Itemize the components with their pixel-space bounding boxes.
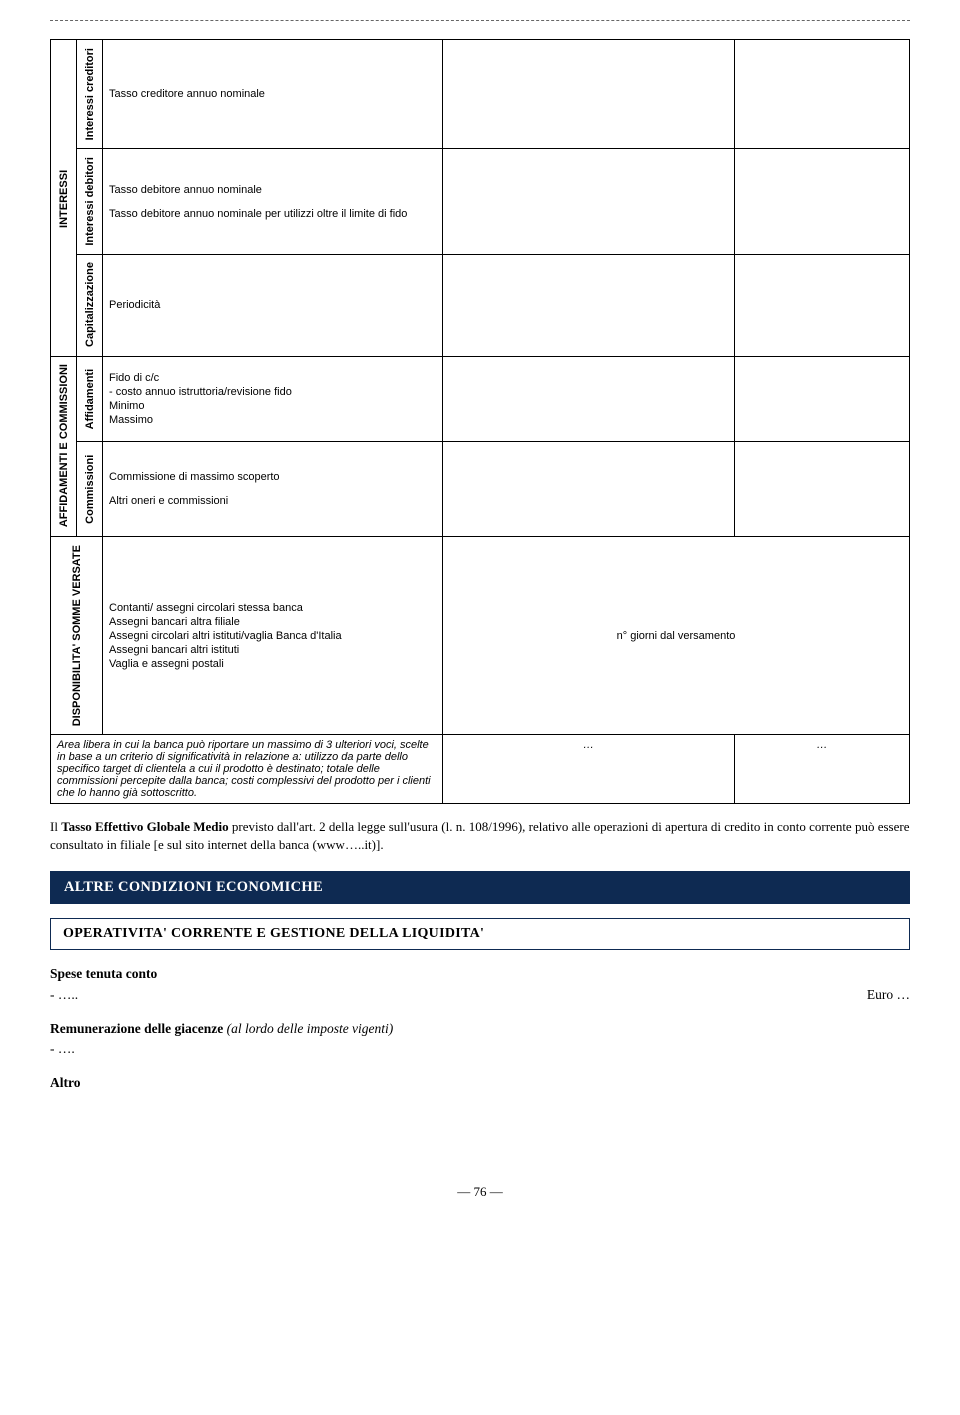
subsection-operativita: OPERATIVITA' CORRENTE E GESTIONE DELLA L… [50,918,910,950]
sub-label-commissioni: Commissioni [77,442,103,537]
tegm-paragraph: Il Tasso Effettivo Globale Medio previst… [50,818,910,853]
remunerazione-block: Remunerazione delle giacenze (al lordo d… [50,1019,910,1060]
desc-line: Commissione di massimo scoperto [109,470,436,484]
sub-label-capitalizzazione: Capitalizzazione [77,254,103,356]
desc-line: Contanti/ assegni circolari stessa banca [109,601,436,615]
spese-row: Spese tenuta conto - ….. Euro … [50,964,910,1005]
cell-empty [735,149,910,255]
cell-value: n° giorni dal versamento [443,537,910,735]
cell-empty [443,40,735,149]
desc-line: Vaglia e assegni postali [109,657,436,671]
desc-line: Periodicità [109,298,436,312]
page-top-divider [50,20,910,21]
remun-line: - …. [50,1039,910,1059]
cell-empty [735,40,910,149]
side-label-affidamenti: AFFIDAMENTI E COMMISSIONI [51,356,77,536]
tegm-prefix: Il [50,819,61,834]
table-row: AFFIDAMENTI E COMMISSIONI Affidamenti Fi… [51,356,910,441]
altro-title: Altro [50,1073,910,1093]
free-area-text: Area libera in cui la banca può riportar… [51,735,443,804]
cell-desc: Contanti/ assegni circolari stessa banca… [103,537,443,735]
remun-title: Remunerazione delle giacenze [50,1021,223,1036]
desc-line: Minimo [109,399,436,413]
cell-desc: Tasso creditore annuo nominale [103,40,443,149]
cell-desc: Commissione di massimo scoperto Altri on… [103,442,443,537]
tegm-bold: Tasso Effettivo Globale Medio [61,819,228,834]
side-label-disponibilita: DISPONIBILITA' SOMME VERSATE [51,537,103,735]
table-row-free-area: Area libera in cui la banca può riportar… [51,735,910,804]
desc-line: Tasso debitore annuo nominale [109,183,436,197]
desc-line: Tasso debitore annuo nominale per utiliz… [109,207,436,221]
cell-empty [443,149,735,255]
cell-desc: Tasso debitore annuo nominale Tasso debi… [103,149,443,255]
table-row: INTERESSI Interessi creditori Tasso cred… [51,40,910,149]
side-label-interessi: INTERESSI [51,40,77,357]
sub-label-creditori: Interessi creditori [77,40,103,149]
cell-empty [443,356,735,441]
table-row: Interessi debitori Tasso debitore annuo … [51,149,910,255]
desc-line: Assegni bancari altra filiale [109,615,436,629]
conditions-table: INTERESSI Interessi creditori Tasso cred… [50,39,910,804]
page-number: — 76 — [50,1184,910,1200]
spese-title: Spese tenuta conto [50,964,157,984]
table-row: Commissioni Commissione di massimo scope… [51,442,910,537]
desc-line: Fido di c/c [109,371,436,385]
sub-label-affidamenti: Affidamenti [77,356,103,441]
desc-line: Altri oneri e commissioni [109,494,436,508]
desc-line: - costo annuo istruttoria/revisione fido [109,385,436,399]
desc-line: Tasso creditore annuo nominale [109,87,436,101]
table-row: Capitalizzazione Periodicità [51,254,910,356]
cell-empty [735,254,910,356]
body-text-block: Spese tenuta conto - ….. Euro … Remunera… [50,964,910,1093]
remun-italic: (al lordo delle imposte vigenti) [223,1021,393,1036]
cell-empty [443,254,735,356]
cell-empty [735,442,910,537]
desc-line: Assegni bancari altri istituti [109,643,436,657]
cell-empty [443,442,735,537]
desc-line: Massimo [109,413,436,427]
section-banner-altre: ALTRE CONDIZIONI ECONOMICHE [50,871,910,904]
desc-line: Assegni circolari altri istituti/vaglia … [109,629,436,643]
cell-desc: Periodicità [103,254,443,356]
free-area-dots: … [735,735,910,804]
spese-value: Euro … [867,985,910,1005]
free-area-dots: … [443,735,735,804]
spese-line: - ….. [50,985,157,1005]
table-row: DISPONIBILITA' SOMME VERSATE Contanti/ a… [51,537,910,735]
cell-desc: Fido di c/c - costo annuo istruttoria/re… [103,356,443,441]
sub-label-debitori: Interessi debitori [77,149,103,255]
cell-empty [735,356,910,441]
